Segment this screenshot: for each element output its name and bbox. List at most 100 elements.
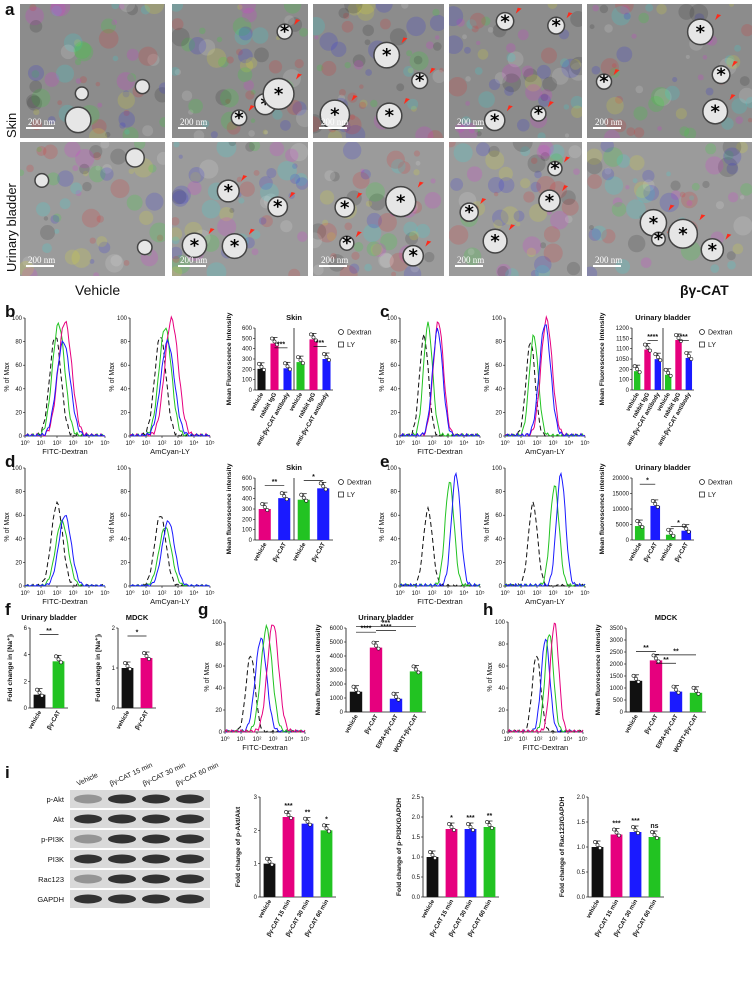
y-tick-label: 40 — [15, 387, 22, 393]
texture-blob — [587, 158, 603, 175]
data-point — [262, 367, 266, 372]
y-tick-label: 2500 — [610, 650, 624, 656]
y-tick-label: 80 — [390, 340, 397, 346]
scale-bar — [319, 265, 347, 267]
texture-blob — [352, 171, 370, 189]
texture-blob — [342, 142, 362, 160]
texture-blob — [632, 178, 638, 184]
texture-blob — [347, 92, 358, 103]
bar-chart-d: 0 100 200 300 400 500 600 Skin Mean fluorescence… — [226, 463, 372, 563]
legend-label-ly: LY — [708, 492, 716, 499]
data-point — [37, 690, 42, 695]
panel-label-g: g — [198, 600, 209, 619]
asterisk-mark: * — [224, 181, 234, 202]
legend-label-ly: LY — [347, 342, 355, 349]
texture-blob — [75, 190, 82, 197]
data-point — [632, 364, 637, 369]
texture-blob — [487, 27, 494, 33]
texture-blob — [536, 144, 551, 160]
panel-label-i: i — [5, 763, 10, 782]
texture-blob — [378, 252, 394, 268]
data-point — [433, 856, 437, 860]
texture-blob — [187, 180, 202, 196]
texture-blob — [172, 4, 184, 12]
histogram-curve — [25, 519, 105, 587]
texture-blob — [738, 87, 752, 104]
y-axis-label: Mean fluorescence intensity — [315, 624, 322, 715]
em-micrograph: ****200 nm — [172, 142, 308, 276]
texture-blob — [540, 93, 549, 102]
texture-blob — [566, 261, 581, 276]
red-arrowhead — [729, 94, 736, 101]
texture-blob — [55, 64, 75, 83]
vesicle — [262, 77, 295, 111]
y-tick-label: 100 — [242, 528, 253, 534]
significance-label: * — [450, 815, 453, 822]
red-arrowhead — [295, 73, 302, 80]
texture-blob — [262, 129, 268, 135]
category-label: vehicle — [258, 898, 274, 919]
bar — [283, 368, 292, 390]
x-tick-label: 10² — [158, 591, 167, 597]
texture-blob — [172, 185, 191, 205]
texture-blob — [476, 40, 481, 46]
texture-blob — [199, 27, 206, 35]
texture-blob — [550, 210, 569, 230]
texture-blob — [636, 184, 655, 204]
y-axis-label: Mean Fluorescence Intensity — [599, 312, 606, 405]
texture-blob — [406, 50, 413, 57]
bar — [633, 371, 641, 390]
vesicle — [702, 98, 729, 125]
asterisk-mark: * — [708, 240, 718, 261]
texture-blob — [299, 27, 308, 37]
texture-blob — [172, 216, 180, 226]
bar — [649, 660, 663, 712]
blot-band — [142, 894, 170, 904]
x-tick-label: 10³ — [444, 591, 453, 597]
texture-blob — [685, 54, 690, 59]
data-point — [447, 822, 451, 826]
legend-square-marker — [338, 491, 344, 498]
texture-blob — [635, 85, 644, 94]
chart-title: Urinary bladder — [21, 613, 77, 622]
texture-blob — [684, 127, 697, 138]
data-point — [656, 659, 661, 664]
blot-membrane — [70, 830, 210, 848]
y-axis-label: % of Max — [109, 512, 116, 542]
legend-circle-marker — [699, 479, 705, 485]
texture-blob — [264, 130, 269, 135]
category-label: vehicle — [659, 541, 675, 562]
texture-blob — [316, 64, 324, 72]
texture-blob — [139, 210, 154, 225]
y-tick-label: 20 — [390, 560, 397, 566]
red-arrowhead — [547, 101, 554, 108]
y-tick-label: 1 — [254, 862, 258, 868]
texture-blob — [675, 108, 687, 120]
texture-blob — [648, 96, 665, 113]
data-point — [324, 826, 329, 831]
texture-blob — [353, 59, 364, 70]
bar — [648, 837, 661, 897]
vesicle — [124, 147, 145, 168]
texture-blob — [259, 176, 273, 190]
texture-blob — [679, 191, 686, 198]
texture-blob — [475, 142, 490, 157]
panel-label-b: b — [5, 302, 16, 321]
texture-blob — [228, 142, 237, 147]
texture-blob — [623, 12, 631, 20]
texture-blob — [629, 155, 645, 171]
texture-blob — [360, 168, 365, 173]
category-label: vehicle — [116, 709, 132, 730]
x-tick-label: 10¹ — [519, 737, 528, 743]
bar — [282, 817, 295, 897]
texture-blob — [413, 55, 423, 65]
texture-blob — [513, 210, 525, 222]
blot-membrane — [70, 810, 210, 828]
bar — [263, 863, 276, 897]
texture-blob — [326, 232, 336, 241]
texture-blob — [640, 257, 652, 269]
texture-blob — [42, 243, 52, 254]
texture-blob — [540, 242, 547, 249]
texture-blob — [88, 165, 106, 183]
asterisk-mark: * — [280, 22, 290, 43]
